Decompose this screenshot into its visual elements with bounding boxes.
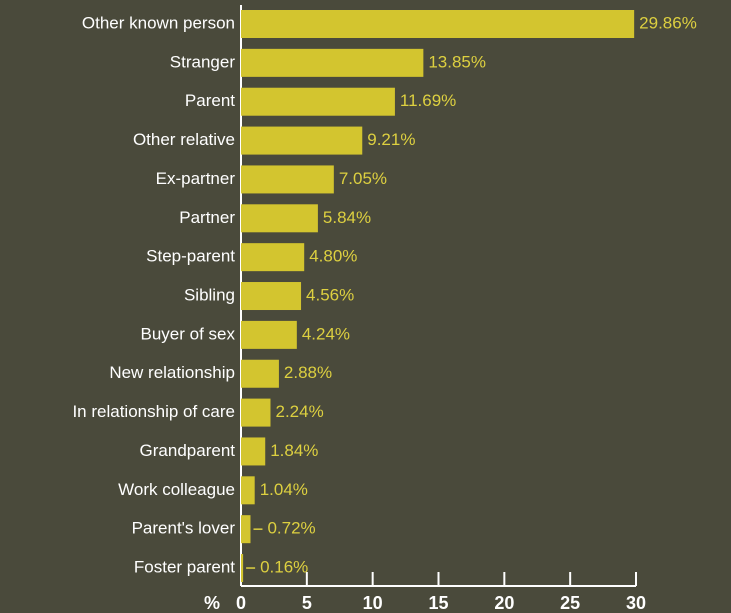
- category-label: Parent's lover: [132, 519, 236, 538]
- bar: [241, 320, 297, 349]
- value-label: 11.69%: [400, 91, 456, 110]
- bar: [241, 476, 255, 505]
- category-label: Other known person: [82, 13, 235, 32]
- category-label: New relationship: [109, 363, 235, 382]
- value-label: 7.05%: [339, 169, 387, 188]
- bar: [241, 437, 266, 466]
- category-label: Parent: [185, 91, 235, 110]
- category-label: Buyer of sex: [141, 324, 236, 343]
- category-label: In relationship of care: [72, 402, 235, 421]
- category-label: Ex-partner: [156, 169, 236, 188]
- value-label: 4.56%: [306, 286, 354, 305]
- category-label: Foster parent: [134, 558, 235, 577]
- bar: [241, 204, 318, 233]
- bar: [241, 554, 244, 583]
- category-label: Stranger: [170, 52, 236, 71]
- x-tick-label: 15: [428, 593, 448, 613]
- value-label: 2.24%: [275, 402, 323, 421]
- value-label: 1.04%: [260, 480, 308, 499]
- bar: [241, 10, 635, 38]
- bar: [241, 243, 305, 272]
- bar: [241, 87, 395, 116]
- value-label: 0.72%: [267, 519, 315, 538]
- bar: [241, 515, 251, 544]
- value-label: 1.84%: [270, 441, 318, 460]
- value-label: 5.84%: [323, 208, 371, 227]
- bar: [241, 359, 279, 388]
- x-tick-label: 10: [363, 593, 383, 613]
- bar: [241, 48, 424, 77]
- value-label: 9.21%: [367, 130, 415, 149]
- category-label: Partner: [179, 208, 235, 227]
- value-label: 4.80%: [309, 247, 357, 266]
- value-label: 0.16%: [260, 558, 308, 577]
- category-label: Work colleague: [118, 480, 235, 499]
- bar: [241, 126, 363, 155]
- value-label: 4.24%: [302, 324, 350, 343]
- category-label: Other relative: [133, 130, 235, 149]
- x-tick-label: 25: [560, 593, 580, 613]
- category-label: Grandparent: [140, 441, 236, 460]
- value-label: 13.85%: [428, 52, 486, 71]
- bar: [241, 282, 302, 311]
- x-tick-label: 30: [626, 593, 646, 613]
- value-label: 2.88%: [284, 363, 332, 382]
- category-label: Sibling: [184, 286, 235, 305]
- bar: [241, 398, 271, 427]
- bar: [241, 165, 334, 194]
- value-label: 29.86%: [639, 13, 697, 32]
- x-tick-label: 5: [302, 593, 312, 613]
- x-tick-label: 0: [236, 593, 246, 613]
- x-axis-label: %: [204, 593, 220, 613]
- x-tick-label: 20: [494, 593, 514, 613]
- category-label: Step-parent: [146, 247, 235, 266]
